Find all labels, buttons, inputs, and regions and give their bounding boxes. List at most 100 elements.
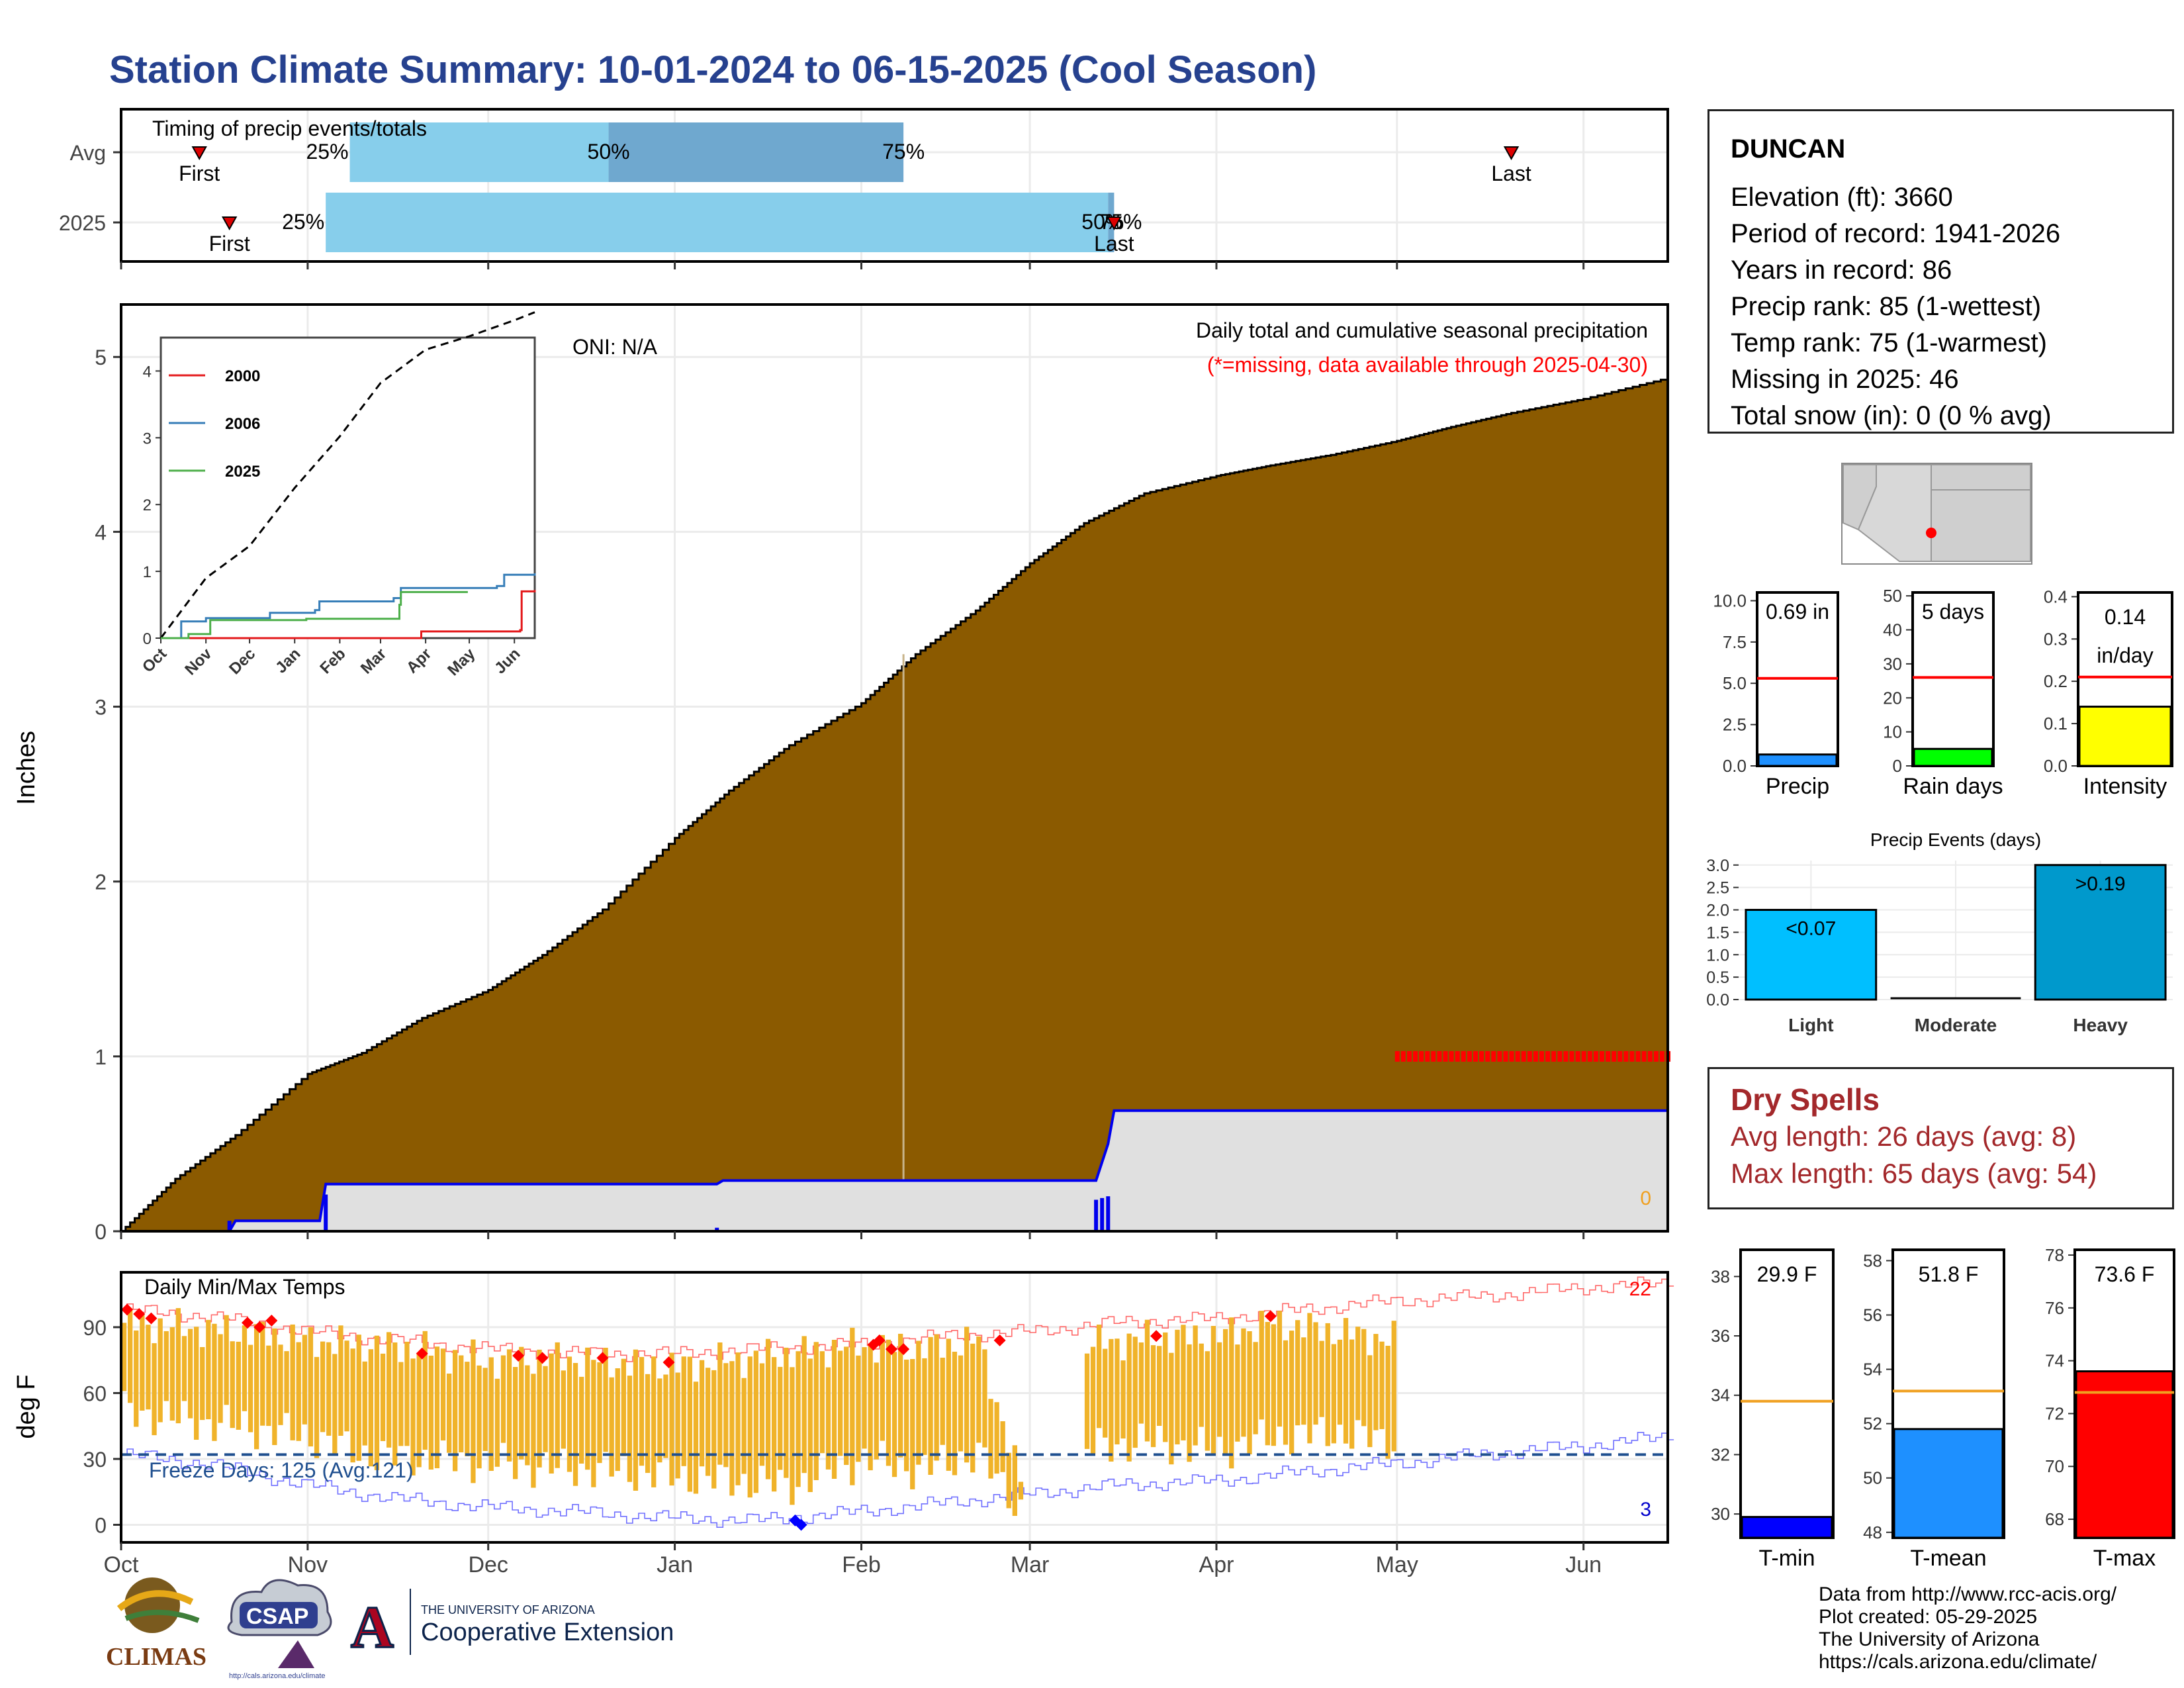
temp-daily-bar <box>1120 1360 1126 1439</box>
precip-missing-marker <box>1575 1051 1580 1062</box>
temp-daily-bar <box>230 1341 235 1429</box>
temp-daily-bar <box>591 1360 596 1487</box>
temp-daily-bar <box>194 1327 199 1440</box>
temp-daily-bar <box>1289 1331 1295 1455</box>
temp-record-high-marker <box>133 1308 146 1321</box>
temp-daily-bar <box>759 1363 765 1466</box>
temp-daily-bar <box>434 1346 440 1468</box>
summary-raindays-ytick-label: 20 <box>1883 688 1902 708</box>
precip-missing-marker <box>1599 1051 1604 1062</box>
events-value-label: >0.19 <box>2075 873 2126 895</box>
inset-legend-label: 2000 <box>225 367 260 385</box>
temp-daily-bar <box>332 1354 338 1455</box>
events-ytick-label: 2.5 <box>1706 879 1729 898</box>
precip-missing-marker <box>1647 1051 1653 1062</box>
temp-daily-bar <box>1115 1338 1120 1444</box>
dry-spells-title: Dry Spells <box>1731 1082 1880 1117</box>
summary-raindays-name-label: Rain days <box>1903 774 2003 799</box>
precip-missing-marker <box>1521 1051 1526 1062</box>
temp-daily-bar <box>296 1342 301 1441</box>
precip-missing-note: (*=missing, data available through 2025-… <box>1207 353 1648 377</box>
temp-xtick-label: May <box>1376 1552 1418 1577</box>
timing-label-last: Last <box>1094 232 1134 256</box>
summary-tmax-value-bar <box>2075 1370 2174 1539</box>
temp-daily-bar <box>657 1378 662 1463</box>
temp-daily-bar <box>175 1308 181 1424</box>
page-title: Station Climate Summary: 10-01-2024 to 0… <box>109 48 1317 91</box>
temp-daily-bar <box>1157 1346 1162 1426</box>
temp-daily-bar <box>284 1351 289 1413</box>
temp-daily-bar <box>525 1365 530 1466</box>
temp-record-high-marker <box>241 1317 253 1329</box>
temp-daily-bar <box>687 1356 692 1492</box>
temp-daily-bar <box>862 1347 867 1449</box>
temp-daily-bar <box>801 1336 807 1474</box>
temp-daily-bar <box>206 1319 211 1419</box>
temp-record-low-line <box>121 1432 1674 1528</box>
temp-xtick-label: Oct <box>104 1552 139 1577</box>
temp-daily-bar <box>1006 1452 1011 1509</box>
temp-daily-bar <box>453 1350 458 1472</box>
events-ytick-label: 1.5 <box>1706 923 1729 942</box>
csap-logo-text: CSAP <box>246 1604 308 1629</box>
dry-spells-box: Dry Spells Avg length: 26 days (avg: 8) … <box>1707 1067 2174 1209</box>
station-snow: Total snow (in): 0 (0 % avg) <box>1731 401 2052 430</box>
temp-daily-bar <box>1210 1326 1216 1456</box>
temp-daily-bar <box>699 1360 705 1467</box>
temp-daily-bar <box>169 1327 175 1421</box>
temp-daily-bar <box>753 1350 758 1493</box>
precip-missing-marker <box>1515 1051 1520 1062</box>
precip-missing-marker <box>1497 1051 1502 1062</box>
temp-daily-bar <box>1216 1342 1222 1437</box>
precip-missing-marker <box>1641 1051 1647 1062</box>
temp-daily-bar <box>711 1370 717 1489</box>
temp-daily-bar <box>681 1356 686 1466</box>
temp-ytick-label: 0 <box>95 1513 107 1537</box>
temp-daily-bar <box>922 1358 927 1455</box>
temp-daily-bar <box>603 1348 608 1452</box>
summary-precip-ytick-label: 2.5 <box>1723 715 1747 735</box>
precip-missing-marker <box>1394 1051 1400 1062</box>
temp-daily-bar <box>1012 1445 1017 1516</box>
events-title: Precip Events (days) <box>1870 829 2041 850</box>
summary-intensity-value-bar <box>2078 706 2172 767</box>
temp-daily-bar <box>224 1315 229 1405</box>
temp-daily-bar <box>1277 1311 1283 1427</box>
station-temp-rank: Temp rank: 75 (1-warmest) <box>1731 328 2047 357</box>
precip-missing-marker <box>1557 1051 1563 1062</box>
temp-daily-bar <box>1385 1346 1390 1459</box>
summary-intensity-value-label-2: in/day <box>2097 643 2153 667</box>
timing-bar-50-75 <box>608 122 904 182</box>
precip-missing-marker <box>1539 1051 1545 1062</box>
timing-label-first: First <box>209 232 250 256</box>
precip-missing-marker <box>1545 1051 1551 1062</box>
summary-precip-name-label: Precip <box>1766 774 1829 799</box>
temp-daily-bar <box>1187 1344 1192 1462</box>
temp-daily-bar <box>260 1321 265 1426</box>
temp-daily-bar <box>633 1349 639 1491</box>
precip-missing-marker <box>1467 1051 1472 1062</box>
precip-missing-marker <box>1461 1051 1466 1062</box>
events-ytick-label: 0.5 <box>1706 968 1729 987</box>
temp-daily-bar <box>1253 1342 1258 1434</box>
temp-record-high-marker <box>536 1352 549 1364</box>
climas-logo-text: CLIMAS <box>106 1643 206 1671</box>
timing-row-label: 2025 <box>59 211 106 235</box>
temp-record-high-marker <box>121 1303 134 1316</box>
temp-daily-bar <box>891 1352 897 1477</box>
temp-daily-bar <box>898 1333 903 1458</box>
precip-missing-marker <box>1455 1051 1460 1062</box>
temp-daily-bar <box>290 1324 295 1440</box>
temp-daily-bar <box>513 1367 518 1479</box>
temp-daily-bar <box>555 1342 560 1468</box>
temp-daily-bar <box>266 1345 271 1427</box>
temp-daily-bar <box>1391 1321 1396 1452</box>
temp-daily-bar <box>597 1362 602 1464</box>
precip-missing-marker <box>1443 1051 1448 1062</box>
summary-raindays-ytick-label: 0 <box>1893 756 1902 776</box>
summary-intensity-ytick-label: 0.4 <box>2044 586 2068 606</box>
events-ytick-label: 3.0 <box>1706 857 1729 875</box>
temp-daily-bar <box>163 1331 169 1401</box>
temp-xtick-label: Jun <box>1565 1552 1602 1577</box>
temp-daily-bar <box>440 1348 446 1441</box>
